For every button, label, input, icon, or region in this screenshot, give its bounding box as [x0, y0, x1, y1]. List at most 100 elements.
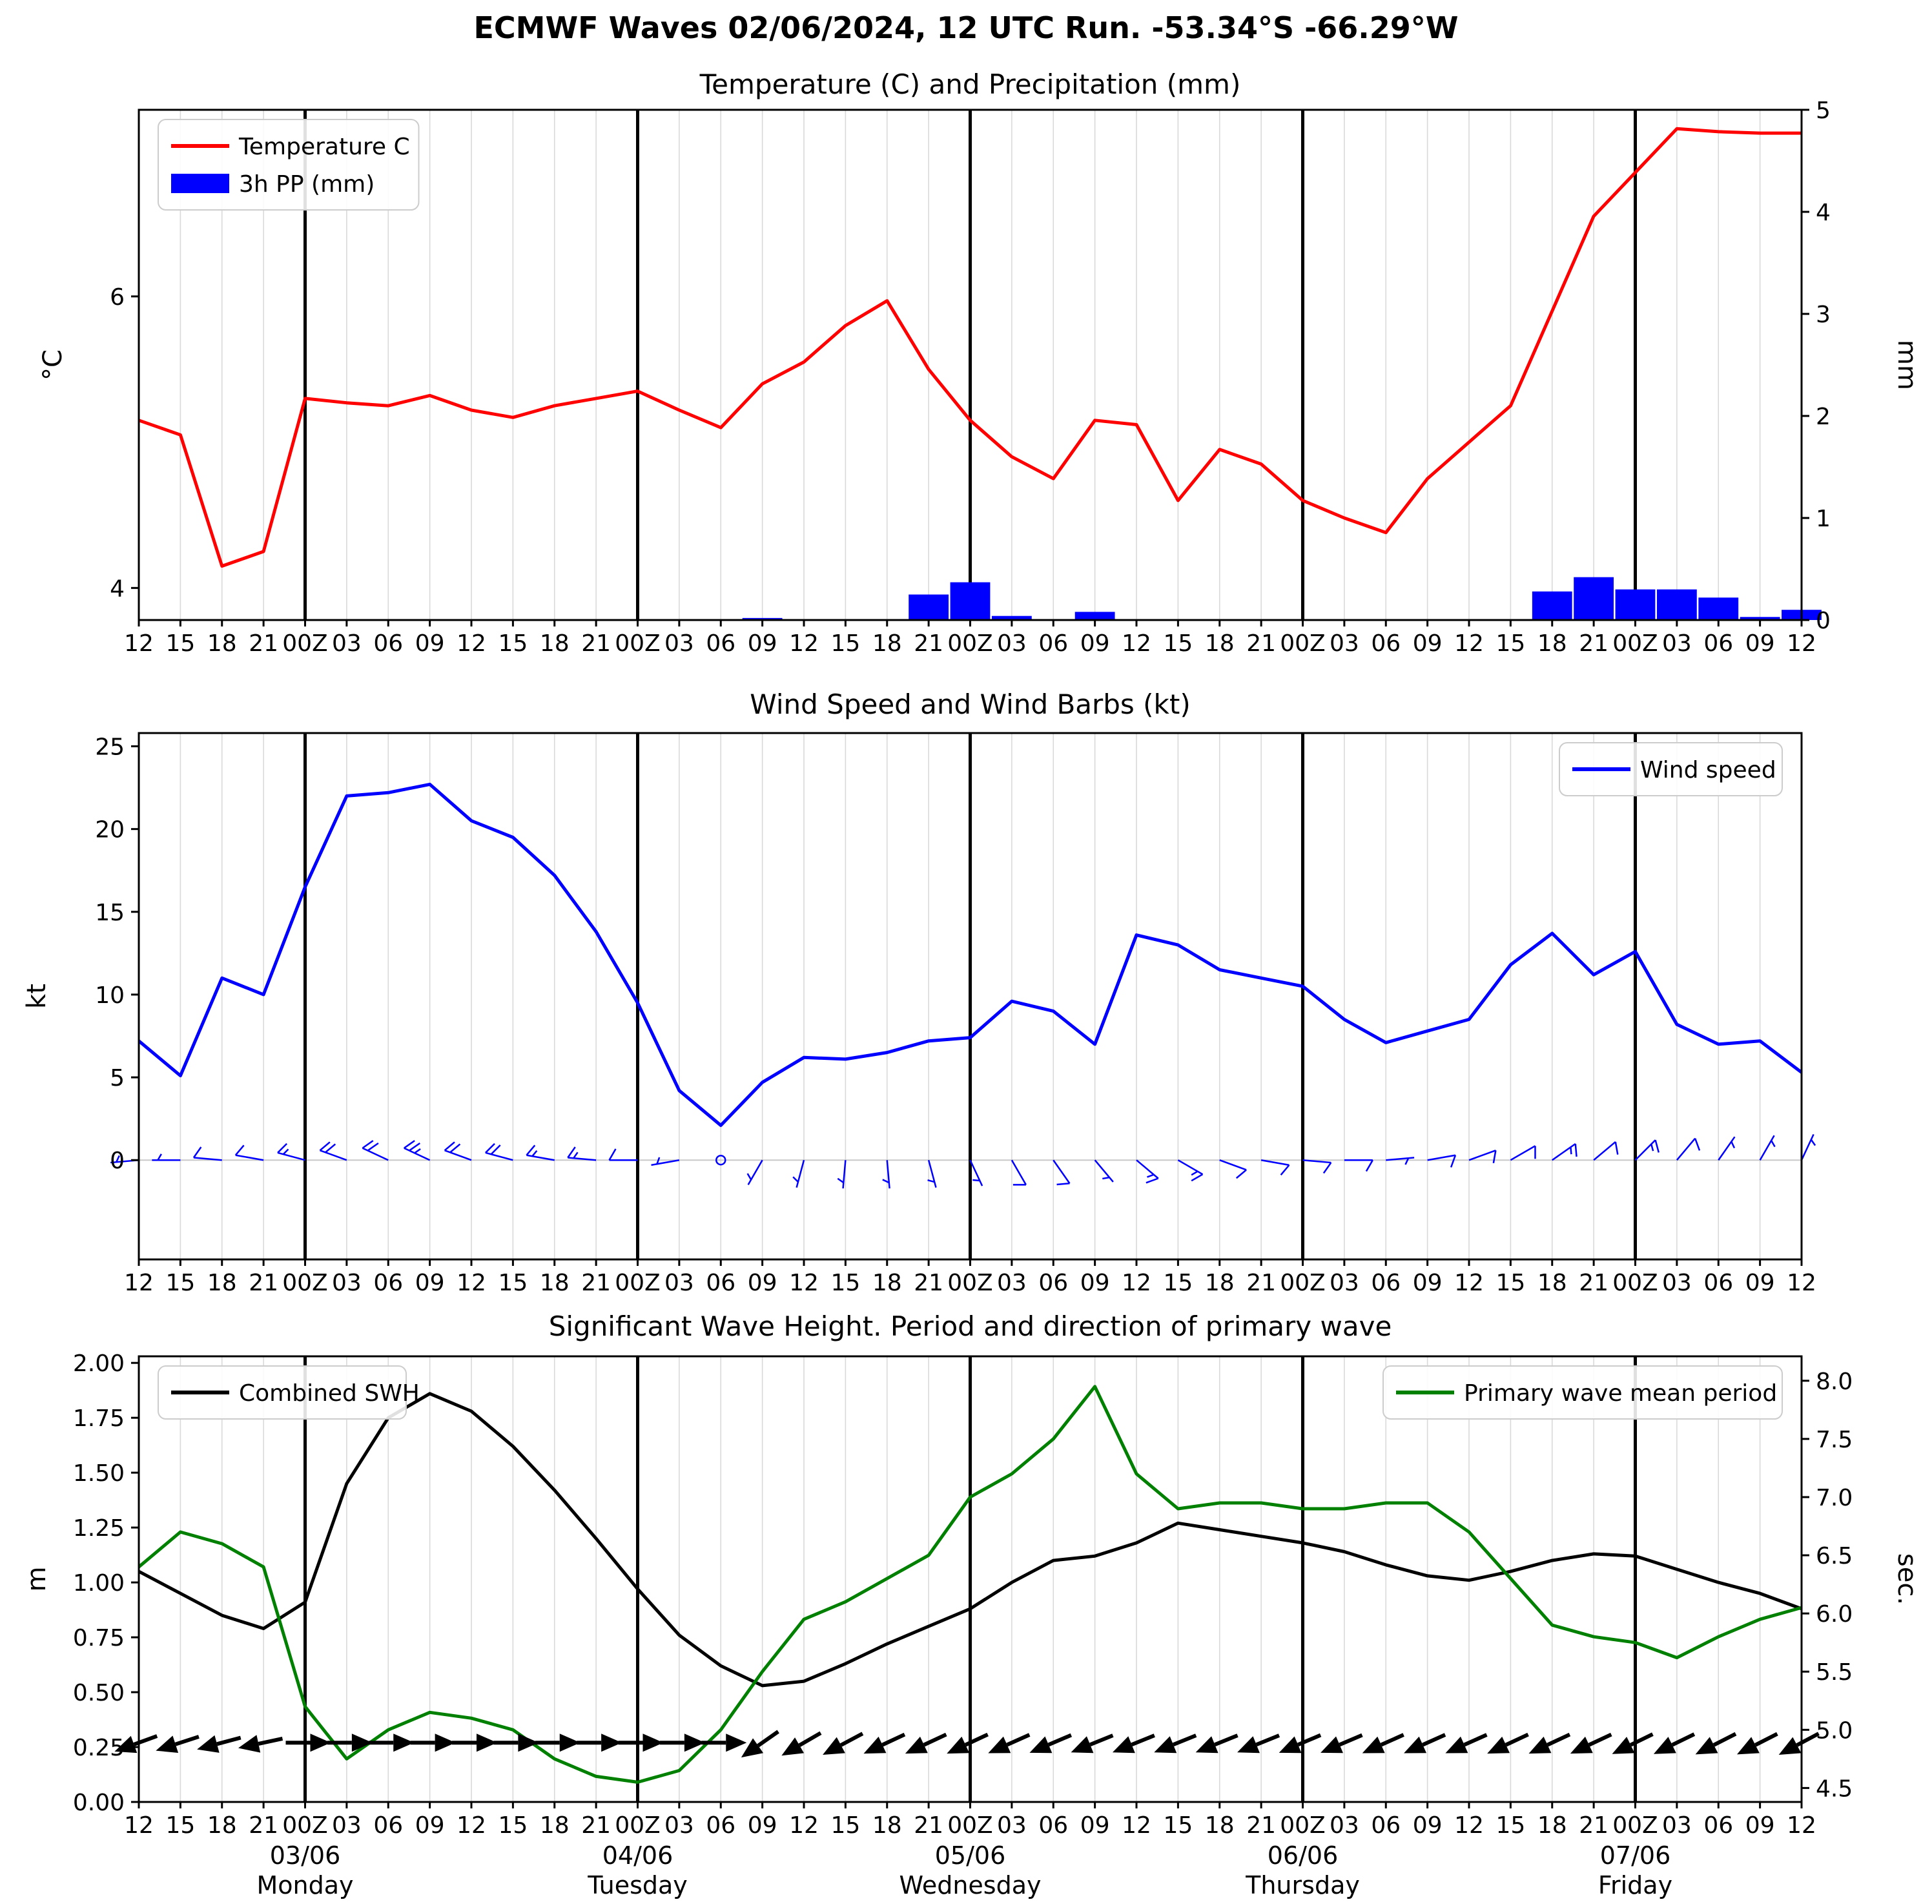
x-tick-label: 21	[914, 1812, 943, 1839]
y-tick-label: 15	[95, 900, 125, 926]
x-tick-label: 03	[332, 630, 362, 657]
x-tick-label: 00Z	[1612, 1270, 1658, 1296]
wave-direction-arrow	[1029, 1733, 1073, 1754]
precip-bar	[1532, 591, 1572, 620]
wind-barb	[882, 1160, 890, 1189]
x-tick-label: 15	[830, 630, 860, 657]
x-tick-label: 15	[165, 1812, 195, 1839]
wind-barb	[1136, 1159, 1159, 1184]
y-tick-label: 1.25	[73, 1515, 125, 1542]
y-tick-label: 5	[110, 1065, 125, 1092]
wind-barb	[1260, 1159, 1290, 1175]
precip-bar	[1698, 597, 1739, 620]
x-tick-label: 06	[706, 1270, 735, 1296]
x-tick-label: 09	[1080, 1812, 1110, 1839]
legend: Combined SWH	[158, 1365, 420, 1420]
y-tick-label-right: 7.0	[1816, 1485, 1853, 1511]
x-tick-label: 03	[664, 1270, 694, 1296]
temperature-line	[138, 127, 1802, 568]
y-tick-label: 10	[95, 982, 125, 1009]
wave-direction-arrow	[701, 1733, 747, 1752]
day-name-label: Tuesday	[587, 1871, 688, 1899]
wave-direction-arrow	[410, 1733, 456, 1752]
x-tick-label: 21	[1579, 630, 1608, 657]
y-tick-label: 6	[110, 284, 125, 311]
day-date-label: 03/06	[270, 1841, 341, 1870]
x-tick-label: 09	[415, 1270, 445, 1296]
precip-bar	[991, 616, 1032, 620]
x-tick-label: 12	[1454, 1812, 1484, 1839]
x-tick-label: 15	[830, 1812, 860, 1839]
legend-label: Temperature C	[238, 134, 410, 160]
x-tick-label: 03	[332, 1270, 362, 1296]
wave-direction-arrow	[1279, 1733, 1322, 1754]
y-tick-label: 1.00	[73, 1570, 125, 1597]
x-tick-label: 06	[1038, 1270, 1068, 1296]
x-tick-label: 21	[1246, 1812, 1276, 1839]
wind-speed-line	[138, 782, 1803, 1127]
x-tick-label: 03	[997, 1270, 1027, 1296]
x-tick-label: 18	[1537, 1270, 1567, 1296]
y-tick-label: 20	[95, 817, 125, 843]
x-tick-label: 00Z	[1280, 1812, 1325, 1839]
x-tick-label: 12	[1787, 1270, 1816, 1296]
wave-direction-arrow	[1736, 1732, 1778, 1755]
x-tick-label: 12	[124, 630, 154, 657]
panel-wind: Wind Speed and Wind Barbs (kt) 0 5 10 15 20 25…	[22, 688, 1816, 1296]
x-tick-label: 12	[789, 630, 819, 657]
wind-barb-calm	[715, 1154, 726, 1166]
x-tick-label: 06	[706, 1812, 735, 1839]
x-tick-label: 09	[1745, 630, 1775, 657]
wind-barb	[152, 1154, 181, 1161]
x-tick-label: 21	[914, 630, 943, 657]
x-tick-label: 21	[1246, 1270, 1276, 1296]
wind-barb	[1219, 1159, 1247, 1179]
y-tick-label-right: 5.0	[1816, 1717, 1853, 1744]
wind-barb	[1759, 1135, 1776, 1161]
x-tick-label: 12	[1122, 1812, 1151, 1839]
wind-barb	[792, 1159, 805, 1188]
wave-direction-arrow	[114, 1734, 158, 1754]
wave-direction-arrow	[1154, 1733, 1197, 1754]
wave-direction-arrow	[369, 1733, 415, 1752]
wave-direction-arrow	[1487, 1732, 1529, 1754]
wave-direction-arrow	[863, 1732, 906, 1754]
y-tick-label-right: 5.5	[1816, 1659, 1853, 1686]
x-tick-label: 21	[249, 1812, 278, 1839]
panel-title: Wind Speed and Wind Barbs (kt)	[750, 688, 1190, 720]
wind-barb	[444, 1141, 472, 1161]
precip-bar	[1574, 577, 1614, 620]
x-tick-label: 21	[1579, 1812, 1608, 1839]
x-tick-label: 12	[124, 1812, 154, 1839]
x-tick-label: 21	[581, 1270, 611, 1296]
x-tick-label: 18	[872, 1812, 902, 1839]
y-axis-label-right: sec.	[1892, 1553, 1922, 1605]
y-tick-label-right: 3	[1816, 302, 1831, 328]
y-tick-label: 0.50	[73, 1680, 125, 1706]
wave-direction-arrow	[327, 1733, 373, 1752]
x-tick-label: 12	[1122, 1270, 1151, 1296]
wind-barb	[746, 1159, 763, 1185]
x-tick-label: 12	[457, 1812, 486, 1839]
x-tick-label: 15	[1495, 630, 1525, 657]
x-tick-label: 09	[748, 630, 777, 657]
y-tick-label: 1.75	[73, 1405, 125, 1432]
precip-bar	[742, 617, 783, 620]
x-tick-label: 09	[1080, 630, 1110, 657]
x-tick-label: 09	[1413, 1812, 1443, 1839]
x-tick-label: 00Z	[615, 630, 660, 657]
legend-label: Combined SWH	[239, 1380, 420, 1407]
wind-barb	[1634, 1139, 1660, 1161]
x-tick-label: 06	[1703, 630, 1733, 657]
wind-barb	[1177, 1159, 1204, 1182]
x-tick-label: 06	[1371, 1812, 1401, 1839]
wind-barb	[1302, 1159, 1332, 1174]
wind-barb	[526, 1144, 555, 1161]
x-tick-label: 09	[748, 1812, 777, 1839]
wave-direction-arrow	[1695, 1732, 1737, 1755]
precip-bar	[1656, 589, 1697, 620]
day-date-label: 04/06	[602, 1841, 673, 1870]
panel-waves: Significant Wave Height. Period and dire…	[22, 1310, 1922, 1839]
